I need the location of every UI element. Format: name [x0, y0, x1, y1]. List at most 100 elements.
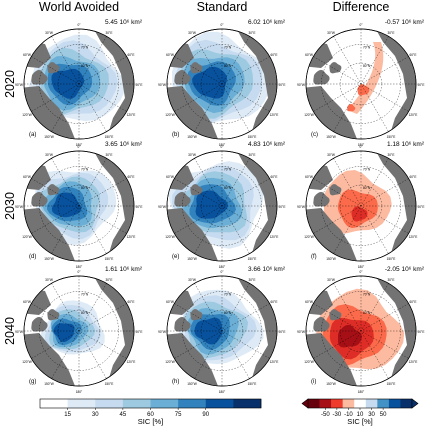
longitude-label: 60°E: [271, 53, 278, 57]
colorbar-arrow: [411, 398, 419, 409]
parallel-80n: [57, 184, 101, 228]
land-mass: [47, 62, 60, 74]
longitude-label: 30°W: [327, 153, 335, 157]
map-panel: 0° 30°E 60°E 90°E 120°E 150°E 180° 150°W 120°W 90…: [15, 266, 143, 394]
colorbar-tick-label: 30: [92, 412, 99, 418]
longitude-label: 60°E: [128, 53, 135, 57]
colorbar-swatch: [342, 399, 355, 408]
longitude-label: 90°E: [136, 330, 143, 334]
ice-area-value: -0.57 10⁶ km²: [385, 19, 425, 26]
parallel-80n: [200, 309, 244, 353]
map-panel: 0° 30°E 60°E 90°E 120°E 150°E 180° 150°W 120°W 90…: [158, 19, 286, 147]
longitude-label: 150°E: [248, 382, 257, 386]
column-title-difference: Difference: [333, 0, 390, 14]
longitude-label: 120°E: [270, 235, 279, 239]
sic-contour: [195, 190, 228, 219]
parallel-80n: [339, 62, 383, 106]
longitude-label: 30°W: [327, 31, 335, 35]
meridian: [313, 303, 409, 359]
sic-contour: [192, 66, 228, 99]
longitude-label: 0°: [220, 23, 224, 27]
longitude-label: 60°E: [410, 175, 417, 179]
colorbar-tick-label: -30: [333, 412, 342, 418]
latitude-label: 80°N: [363, 311, 371, 315]
colorbar: -50 -30 -10 10 30 50 SIC [%]: [301, 398, 419, 426]
longitude-label: 150°W: [326, 257, 336, 261]
diff-contour: [347, 104, 356, 112]
parallel-70n: [39, 291, 119, 371]
longitude-label: 0°: [220, 145, 224, 149]
colorbar-swatch: [233, 399, 262, 408]
meridian: [313, 178, 409, 234]
longitude-label: 0°: [359, 23, 363, 27]
longitude-label: 120°E: [409, 235, 418, 239]
colorbar-tick-label: -50: [321, 412, 330, 418]
longitude-label: 30°W: [188, 278, 196, 282]
longitude-label: 30°W: [45, 153, 53, 157]
map-panel: 0° 30°E 60°E 90°E 120°E 150°E 180° 150°W 120°W 90…: [158, 266, 286, 394]
longitude-label: 90°W: [15, 330, 23, 334]
land-mass: [190, 184, 203, 196]
land-mass: [329, 309, 342, 321]
longitude-label: 120°W: [304, 113, 314, 117]
longitude-label: 150°E: [248, 135, 257, 139]
row-label-2040: 2040: [3, 317, 17, 345]
longitude-label: 180°: [76, 143, 83, 147]
colorbar-tick-label: 45: [120, 412, 127, 418]
longitude-label: 120°E: [127, 360, 136, 364]
longitude-label: 90°E: [279, 83, 286, 87]
longitude-label: 30°W: [188, 31, 196, 35]
longitude-label: 90°W: [15, 205, 23, 209]
meridian: [31, 56, 127, 112]
longitude-label: 60°E: [410, 53, 417, 57]
map-panel: 0° 30°E 60°E 90°E 120°E 150°E 180° 150°W 120°W 90…: [15, 19, 143, 147]
colorbars: 15 30 45 60 75 90 SIC [%] -50 -30 -10 10 30 50 SIC [%…: [39, 398, 419, 426]
panel-letter: (b): [172, 132, 179, 138]
colorbar-swatch: [354, 399, 367, 408]
longitude-label: 30°E: [106, 278, 113, 282]
colorbar-swatch: [319, 399, 332, 408]
land-mass: [31, 191, 48, 207]
colorbar-swatch: [67, 399, 96, 408]
meridian: [313, 56, 409, 112]
longitude-label: 30°E: [106, 153, 113, 157]
parallel-70n: [39, 166, 119, 246]
column-title-world-avoided: World Avoided: [39, 0, 119, 14]
parallel-80n: [200, 184, 244, 228]
longitude-label: 120°W: [304, 235, 314, 239]
meridian: [174, 303, 270, 359]
sic-contour: [51, 192, 82, 218]
land-mass: [313, 69, 330, 85]
colorbar-swatch: [205, 399, 234, 408]
longitude-label: 30°E: [249, 153, 256, 157]
map-panel: 0° 30°E 60°E 90°E 120°E 150°E 180° 150°W 120°W 90…: [15, 141, 143, 269]
longitude-label: 30°W: [327, 278, 335, 282]
ice-area-value: 6.02 10⁶ km²: [248, 19, 286, 26]
panel-letter: (f): [311, 254, 317, 260]
longitude-label: 30°W: [188, 153, 196, 157]
latitude-label: 70°N: [81, 292, 89, 296]
longitude-label: 150°W: [187, 135, 197, 139]
map-panel: 0° 30°E 60°E 90°E 120°E 150°E 180° 150°W 120°W 90…: [158, 141, 286, 269]
land-mass: [313, 191, 330, 207]
parallel-80n: [339, 309, 383, 353]
latitude-label: 70°N: [363, 167, 371, 171]
panel-letter: (d): [29, 254, 36, 260]
longitude-label: 180°: [76, 390, 83, 394]
longitude-label: 60°W: [23, 53, 31, 57]
latitude-label: 80°N: [363, 64, 371, 68]
longitude-label: 60°W: [23, 175, 31, 179]
land-mass: [47, 184, 60, 196]
longitude-label: 90°W: [297, 83, 305, 87]
sic-contour: [53, 323, 75, 343]
colorbar-tick-label: 75: [175, 412, 182, 418]
longitude-label: 30°W: [45, 278, 53, 282]
longitude-label: 90°E: [418, 205, 425, 209]
longitude-label: 30°E: [249, 31, 256, 35]
longitude-label: 60°W: [23, 300, 31, 304]
latitude-label: 70°N: [224, 292, 232, 296]
latitude-label: 70°N: [363, 292, 371, 296]
longitude-label: 150°E: [387, 135, 396, 139]
longitude-label: 90°W: [158, 205, 166, 209]
